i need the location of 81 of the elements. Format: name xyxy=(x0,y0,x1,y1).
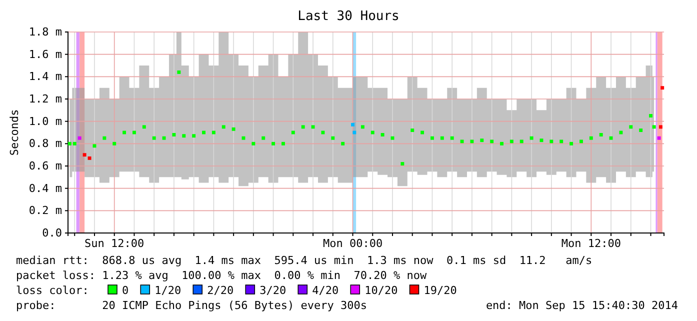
point xyxy=(609,136,613,140)
point xyxy=(450,136,454,140)
point xyxy=(142,125,146,129)
point xyxy=(152,136,156,140)
point xyxy=(72,142,76,146)
point xyxy=(490,140,494,144)
y-tick-label: 1.2 m xyxy=(28,92,62,106)
point xyxy=(177,70,181,74)
y-axis-title: Seconds xyxy=(8,109,21,156)
y-tick-label: 0.0 xyxy=(42,226,62,240)
point xyxy=(550,140,554,144)
point xyxy=(410,128,414,132)
point xyxy=(599,133,603,136)
point xyxy=(579,140,583,144)
point xyxy=(520,140,524,144)
chart-title: Last 30 Hours xyxy=(298,9,400,24)
point xyxy=(430,136,434,140)
text: probe: 20 ICMP Echo Pings (56 Bytes) every 300s xyxy=(16,299,367,312)
point xyxy=(470,140,474,144)
point xyxy=(78,136,82,140)
legend-label: 19/20 xyxy=(424,284,457,297)
point xyxy=(311,125,315,129)
point xyxy=(660,86,664,90)
point xyxy=(480,138,484,142)
point xyxy=(341,142,345,146)
point xyxy=(510,140,514,144)
point xyxy=(400,162,404,166)
point xyxy=(658,125,662,129)
point xyxy=(192,134,196,138)
point xyxy=(351,122,354,126)
point xyxy=(88,156,92,160)
y-tick-label: 1.6 m xyxy=(28,48,62,61)
text: end: Mon Sep 15 15:40:30 2014 xyxy=(486,299,678,312)
legend-label: 0 xyxy=(122,284,129,297)
text: median rtt: 868.8 us avg 1.4 ms max 595.4 us min 1.3 ms now 0.1 ms sd 11.2 am/s xyxy=(16,254,592,267)
y-tick-label: 1.0 m xyxy=(28,114,62,128)
point xyxy=(460,140,464,144)
point xyxy=(380,133,384,136)
y-tick-label: 0.6 m xyxy=(28,160,62,173)
point xyxy=(530,136,534,140)
legend-label: 1/20 xyxy=(154,284,182,297)
point xyxy=(440,136,444,140)
point xyxy=(182,134,186,138)
point xyxy=(639,128,643,132)
point xyxy=(162,136,166,140)
legend-label: 3/20 xyxy=(260,284,286,297)
x-tick-label: Mon 00:00 xyxy=(322,236,383,250)
point xyxy=(570,142,574,146)
legend-label: 4/20 xyxy=(312,284,339,297)
text: packet loss: 1.23 % avg 100.00 % max 0.00 % min 70.20 % now xyxy=(16,269,427,282)
x-tick-label: Sun 12:00 xyxy=(84,236,144,250)
legend-label: 10/20 xyxy=(364,284,398,297)
legend-label: 2/20 xyxy=(207,284,234,297)
point xyxy=(281,142,285,146)
point xyxy=(82,153,86,157)
point xyxy=(657,136,661,140)
y-tick-label: 1.4 m xyxy=(28,70,62,84)
point xyxy=(301,125,305,129)
point xyxy=(112,142,116,146)
point xyxy=(589,136,593,140)
y-tick-label: 0.2 m xyxy=(28,204,62,218)
point xyxy=(68,142,72,146)
legend-title: loss color: xyxy=(16,284,89,297)
point xyxy=(629,125,633,129)
x-tick-label: Mon 12:00 xyxy=(561,236,621,250)
point xyxy=(652,125,656,129)
y-tick-label: 0.4 m xyxy=(28,182,62,195)
point xyxy=(262,136,266,140)
point xyxy=(102,136,106,140)
point xyxy=(500,142,504,146)
point xyxy=(232,127,236,131)
point xyxy=(172,133,176,136)
point xyxy=(272,142,276,146)
point xyxy=(252,142,256,146)
point xyxy=(560,140,564,144)
point xyxy=(222,125,226,129)
y-tick-label: 0.8 m xyxy=(28,137,62,150)
point xyxy=(331,136,335,140)
point xyxy=(649,114,652,118)
point xyxy=(360,125,364,129)
y-tick-label: 1.8 m xyxy=(28,26,62,39)
